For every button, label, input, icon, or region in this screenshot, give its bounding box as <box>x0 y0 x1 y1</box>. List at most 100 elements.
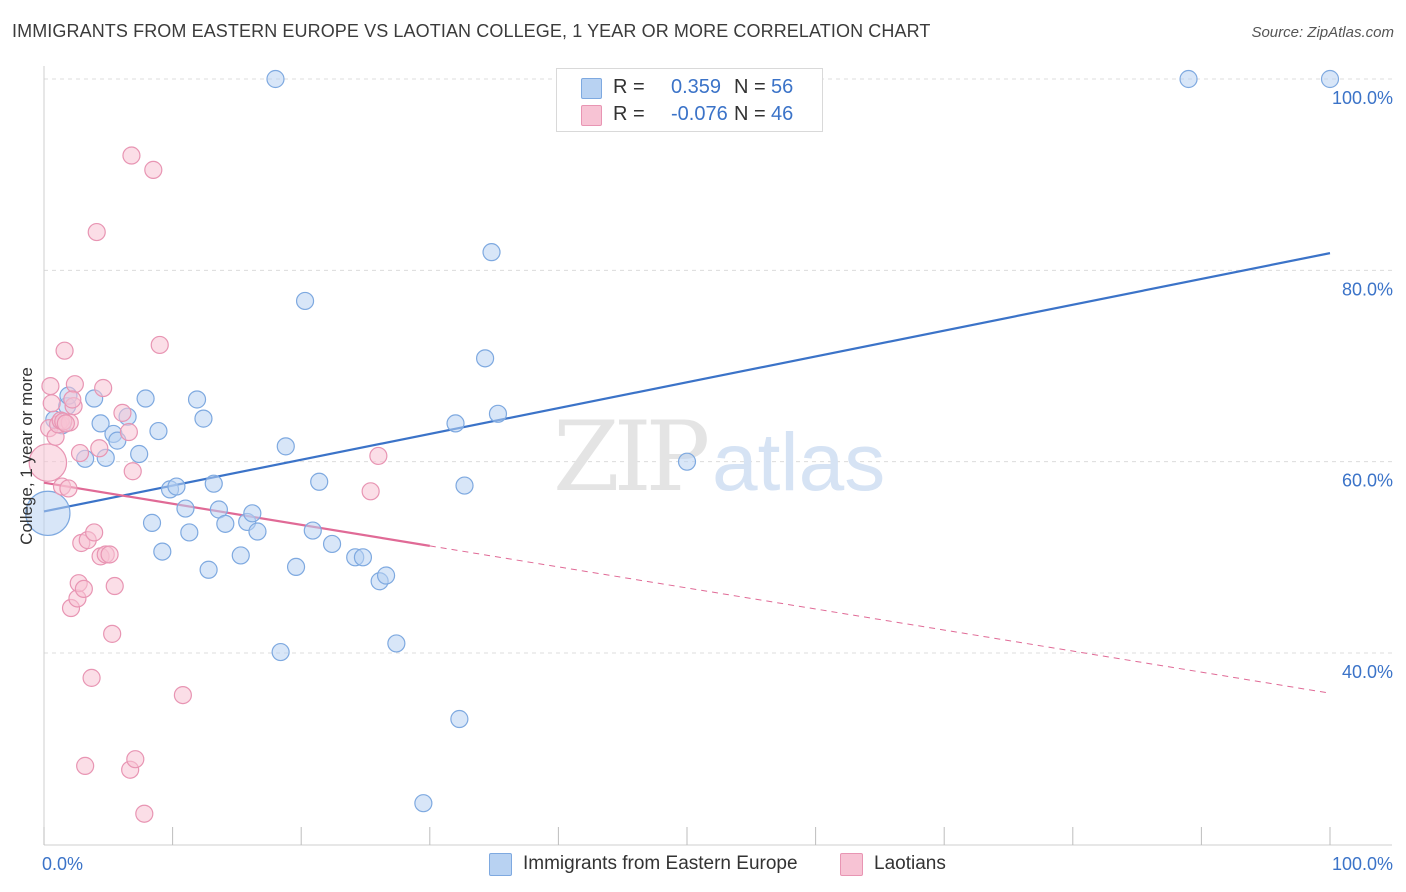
point-laotians <box>369 446 388 466</box>
watermark-atlas: atlas <box>712 417 885 508</box>
r-label: R = <box>613 76 645 98</box>
point-laotians <box>63 390 82 409</box>
point-eastern-europe <box>353 548 373 567</box>
point-eastern-europe <box>180 523 199 542</box>
y-tick-label: 40.0% <box>1342 662 1393 682</box>
point-laotians <box>103 624 122 643</box>
point-eastern-europe <box>248 522 267 541</box>
point-eastern-europe <box>276 437 295 456</box>
point-laotians <box>94 378 113 398</box>
tick-labels: 40.0% 60.0% 80.0% 100.0% 0.0% 100.0% <box>42 88 1393 874</box>
point-eastern-europe <box>243 504 262 523</box>
point-laotians <box>90 439 109 458</box>
point-eastern-europe <box>482 243 501 262</box>
point-eastern-europe <box>414 794 433 813</box>
r-value: -0.076 <box>671 103 728 125</box>
point-eastern-europe <box>136 389 155 408</box>
point-laotians <box>55 341 74 360</box>
point-eastern-europe <box>149 421 168 441</box>
r-label: R = <box>613 103 645 125</box>
point-eastern-europe <box>376 566 396 585</box>
x-tick-label-min: 0.0% <box>42 854 83 874</box>
point-eastern-europe <box>271 642 290 662</box>
y-tick-label: 100.0% <box>1332 88 1393 108</box>
chart-title: IMMIGRANTS FROM EASTERN EUROPE VS LAOTIA… <box>12 21 931 41</box>
point-laotians <box>123 462 142 481</box>
point-eastern-europe <box>130 444 149 464</box>
point-laotians <box>59 479 78 498</box>
point-eastern-europe <box>450 709 469 729</box>
point-laotians <box>56 414 75 433</box>
point-laotians <box>150 335 169 355</box>
point-laotians <box>122 146 141 165</box>
grid-lines <box>44 78 1392 654</box>
point-laotians <box>173 685 192 705</box>
point-eastern-europe <box>455 476 474 495</box>
point-eastern-europe <box>286 557 306 577</box>
trend-lines <box>43 252 1331 694</box>
point-laotians <box>119 422 138 442</box>
trend-line-eastern-europe <box>43 252 1331 513</box>
point-eastern-europe <box>310 472 329 491</box>
point-laotians <box>82 668 101 687</box>
legend-swatch-pink <box>840 853 863 876</box>
point-eastern-europe <box>322 534 342 554</box>
point-laotians <box>41 376 60 396</box>
r-value: 0.359 <box>671 76 722 98</box>
n-label: N = <box>734 103 766 125</box>
point-eastern-europe <box>446 414 465 433</box>
data-points <box>25 69 1340 823</box>
point-laotians <box>42 394 61 413</box>
legend-swatch-blue <box>489 853 512 876</box>
point-eastern-europe <box>187 390 207 409</box>
y-tick-label: 60.0% <box>1342 471 1393 491</box>
point-eastern-europe <box>142 513 162 532</box>
legend-label: Laotians <box>874 853 946 874</box>
point-laotians <box>126 750 145 769</box>
point-eastern-europe <box>199 560 218 579</box>
n-value: 56 <box>771 76 794 98</box>
point-eastern-europe <box>1179 69 1198 89</box>
point-eastern-europe <box>266 69 285 89</box>
swatch-blue <box>581 78 602 99</box>
point-eastern-europe <box>295 291 315 311</box>
point-eastern-europe <box>488 404 508 423</box>
point-laotians <box>361 482 380 501</box>
correlation-stats-box: R = 0.359 N = 56 R = -0.076 N = 46 <box>556 68 823 132</box>
point-eastern-europe <box>303 521 322 540</box>
point-laotians <box>135 804 154 823</box>
trend-line-laotians-extension <box>429 545 1331 694</box>
point-eastern-europe <box>231 546 250 565</box>
point-eastern-europe <box>91 414 110 433</box>
swatch-pink <box>581 105 602 126</box>
point-eastern-europe <box>216 514 235 533</box>
point-eastern-europe <box>475 349 495 368</box>
point-eastern-europe <box>176 499 195 518</box>
point-eastern-europe <box>25 490 71 537</box>
y-axis-label: College, 1 year or more <box>17 367 36 545</box>
point-eastern-europe <box>153 542 172 561</box>
point-eastern-europe <box>167 477 186 496</box>
point-eastern-europe <box>204 474 223 493</box>
point-laotians <box>70 443 90 463</box>
point-eastern-europe <box>387 634 406 653</box>
point-laotians <box>85 523 104 542</box>
x-tick-label-max: 100.0% <box>1332 854 1393 874</box>
point-laotians <box>87 222 106 242</box>
n-value: 46 <box>771 103 794 125</box>
point-eastern-europe <box>1320 69 1340 89</box>
n-label: N = <box>734 76 766 98</box>
point-laotians <box>100 545 119 564</box>
point-laotians <box>28 443 68 482</box>
point-laotians <box>65 375 84 394</box>
point-laotians <box>74 579 93 599</box>
point-eastern-europe <box>194 409 213 428</box>
point-laotians <box>105 576 124 596</box>
source-credit: Source: ZipAtlas.com <box>1251 24 1394 41</box>
y-tick-label: 80.0% <box>1342 279 1393 299</box>
point-laotians <box>113 403 132 422</box>
point-laotians <box>76 756 95 775</box>
trend-line-laotians <box>43 481 430 547</box>
legend-label: Immigrants from Eastern Europe <box>523 853 798 874</box>
